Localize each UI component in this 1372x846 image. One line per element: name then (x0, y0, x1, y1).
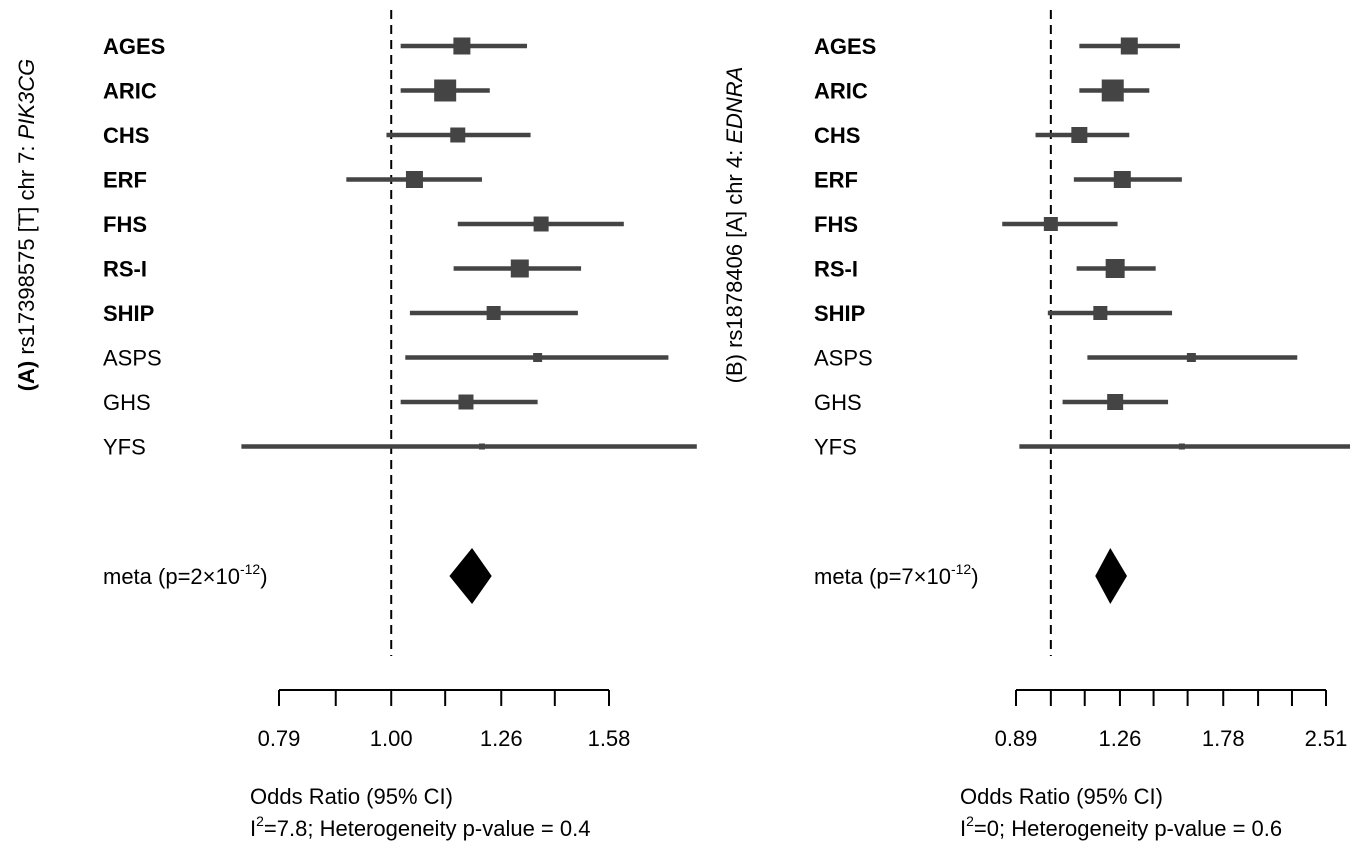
gene-label: EDNRA (722, 67, 747, 144)
study-label: ASPS (103, 346, 162, 371)
x-tick-label: 1.78 (1202, 726, 1245, 751)
point-estimate-marker (1105, 259, 1125, 278)
meta-diamond (1095, 548, 1127, 604)
study-label: AGES (814, 34, 876, 59)
x-tick-label: 1.26 (1099, 726, 1142, 751)
point-estimate-marker (453, 37, 471, 55)
panel-label: (B) (722, 348, 747, 383)
x-tick-label: 2.51 (1305, 726, 1348, 751)
heterogeneity-label: I2=0; Heterogeneity p-value = 0.6 (960, 813, 1282, 841)
study-label: FHS (103, 212, 147, 237)
point-estimate-marker (450, 127, 466, 143)
point-estimate-marker (405, 171, 423, 188)
study-label: CHS (103, 123, 149, 148)
x-tick-label: 0.89 (995, 726, 1038, 751)
study-label: CHS (814, 123, 860, 148)
panel-label: (A) (14, 355, 39, 392)
point-estimate-marker (1178, 443, 1185, 450)
x-axis-label: Odds Ratio (95% CI) (960, 784, 1163, 809)
study-label: ERF (103, 168, 147, 193)
panel-ylabel: (A) rs17398575 [T] chr 7: PIK3CG (14, 59, 39, 392)
study-label: ERF (814, 168, 858, 193)
snp-label: rs17398575 [T] chr 7: (14, 139, 39, 354)
x-tick-label: 0.79 (258, 726, 301, 751)
point-estimate-marker (478, 443, 485, 450)
study-label: AGES (103, 34, 165, 59)
study-label: ARIC (103, 79, 157, 104)
point-estimate-marker (486, 306, 501, 320)
study-label: GHS (814, 390, 862, 415)
forest-panel-a: (A) rs17398575 [T] chr 7: PIK3CG AGES ARIC… (14, 10, 697, 841)
meta-label: meta (p=7×10-12) (814, 561, 979, 589)
point-estimate-marker (1093, 306, 1108, 320)
point-estimate-marker (1071, 127, 1088, 143)
point-estimate-marker (533, 353, 543, 362)
point-estimate-marker (1043, 217, 1058, 231)
study-label: FHS (814, 212, 858, 237)
x-tick-label: 1.00 (370, 726, 413, 751)
study-label: SHIP (814, 301, 865, 326)
study-label: ASPS (814, 346, 873, 371)
point-estimate-marker (1120, 37, 1138, 55)
point-estimate-marker (1186, 353, 1196, 362)
study-label: RS-I (814, 257, 858, 282)
x-axis-label: Odds Ratio (95% CI) (250, 784, 453, 809)
point-estimate-marker (1101, 79, 1124, 102)
heterogeneity-label: I2=7.8; Heterogeneity p-value = 0.4 (250, 813, 590, 841)
point-estimate-marker (434, 79, 457, 102)
study-label: YFS (103, 435, 146, 460)
point-estimate-marker (510, 259, 529, 278)
study-label: RS-I (103, 257, 147, 282)
panel-ylabel: (B) rs1878406 [A] chr 4: EDNRA (722, 67, 747, 384)
point-estimate-marker (1113, 171, 1131, 188)
gene-label: PIK3CG (14, 59, 39, 140)
x-tick-label: 1.58 (588, 726, 631, 751)
study-label: SHIP (103, 301, 154, 326)
study-label: ARIC (814, 79, 868, 104)
study-label: GHS (103, 390, 151, 415)
study-label: YFS (814, 435, 857, 460)
meta-label: meta (p=2×10-12) (103, 561, 268, 589)
point-estimate-marker (1107, 394, 1124, 410)
meta-diamond (449, 548, 492, 604)
point-estimate-marker (458, 394, 474, 410)
x-tick-label: 1.26 (480, 726, 523, 751)
snp-label: rs1878406 [A] chr 4: (722, 144, 747, 348)
point-estimate-marker (533, 216, 549, 232)
forest-panel-b: (B) rs1878406 [A] chr 4: EDNRA AGES ARIC CH… (722, 10, 1351, 841)
